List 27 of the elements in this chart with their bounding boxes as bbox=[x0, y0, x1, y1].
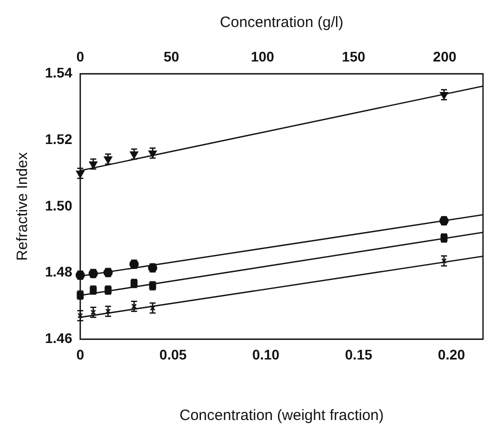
x2-tick-label: 100 bbox=[250, 48, 274, 64]
x2-tick-label: 200 bbox=[433, 48, 457, 64]
y-tick-label: 1.48 bbox=[45, 264, 72, 280]
x2-tick-label: 150 bbox=[342, 48, 366, 64]
point bbox=[130, 151, 138, 159]
point bbox=[441, 258, 447, 264]
x-tick-label: 0.20 bbox=[438, 346, 466, 362]
x-tick-label: 0.05 bbox=[159, 346, 187, 362]
x-axis-title: Concentration (weight fraction) bbox=[179, 407, 384, 424]
y-axis-title: Refractive Index bbox=[14, 152, 32, 261]
y-tick-label: 1.52 bbox=[45, 131, 72, 148]
point bbox=[90, 310, 96, 316]
point bbox=[104, 156, 112, 164]
point bbox=[150, 305, 156, 311]
x2-tick-label: 0 bbox=[76, 48, 84, 64]
point bbox=[148, 150, 157, 158]
point bbox=[131, 304, 137, 310]
x-tick-label: 0 bbox=[76, 346, 84, 362]
x-tick-label: 0.10 bbox=[252, 346, 280, 362]
x2-tick-label: 50 bbox=[164, 48, 180, 64]
y-tick-label: 1.50 bbox=[45, 197, 72, 214]
y-tick-label: 1.46 bbox=[45, 330, 72, 346]
y-tick-label: 1.54 bbox=[45, 64, 72, 81]
point bbox=[440, 92, 448, 100]
x-tick-label: 0.15 bbox=[345, 346, 372, 362]
x2-axis-title: Concentration (g/l) bbox=[220, 14, 344, 32]
point bbox=[105, 308, 111, 314]
